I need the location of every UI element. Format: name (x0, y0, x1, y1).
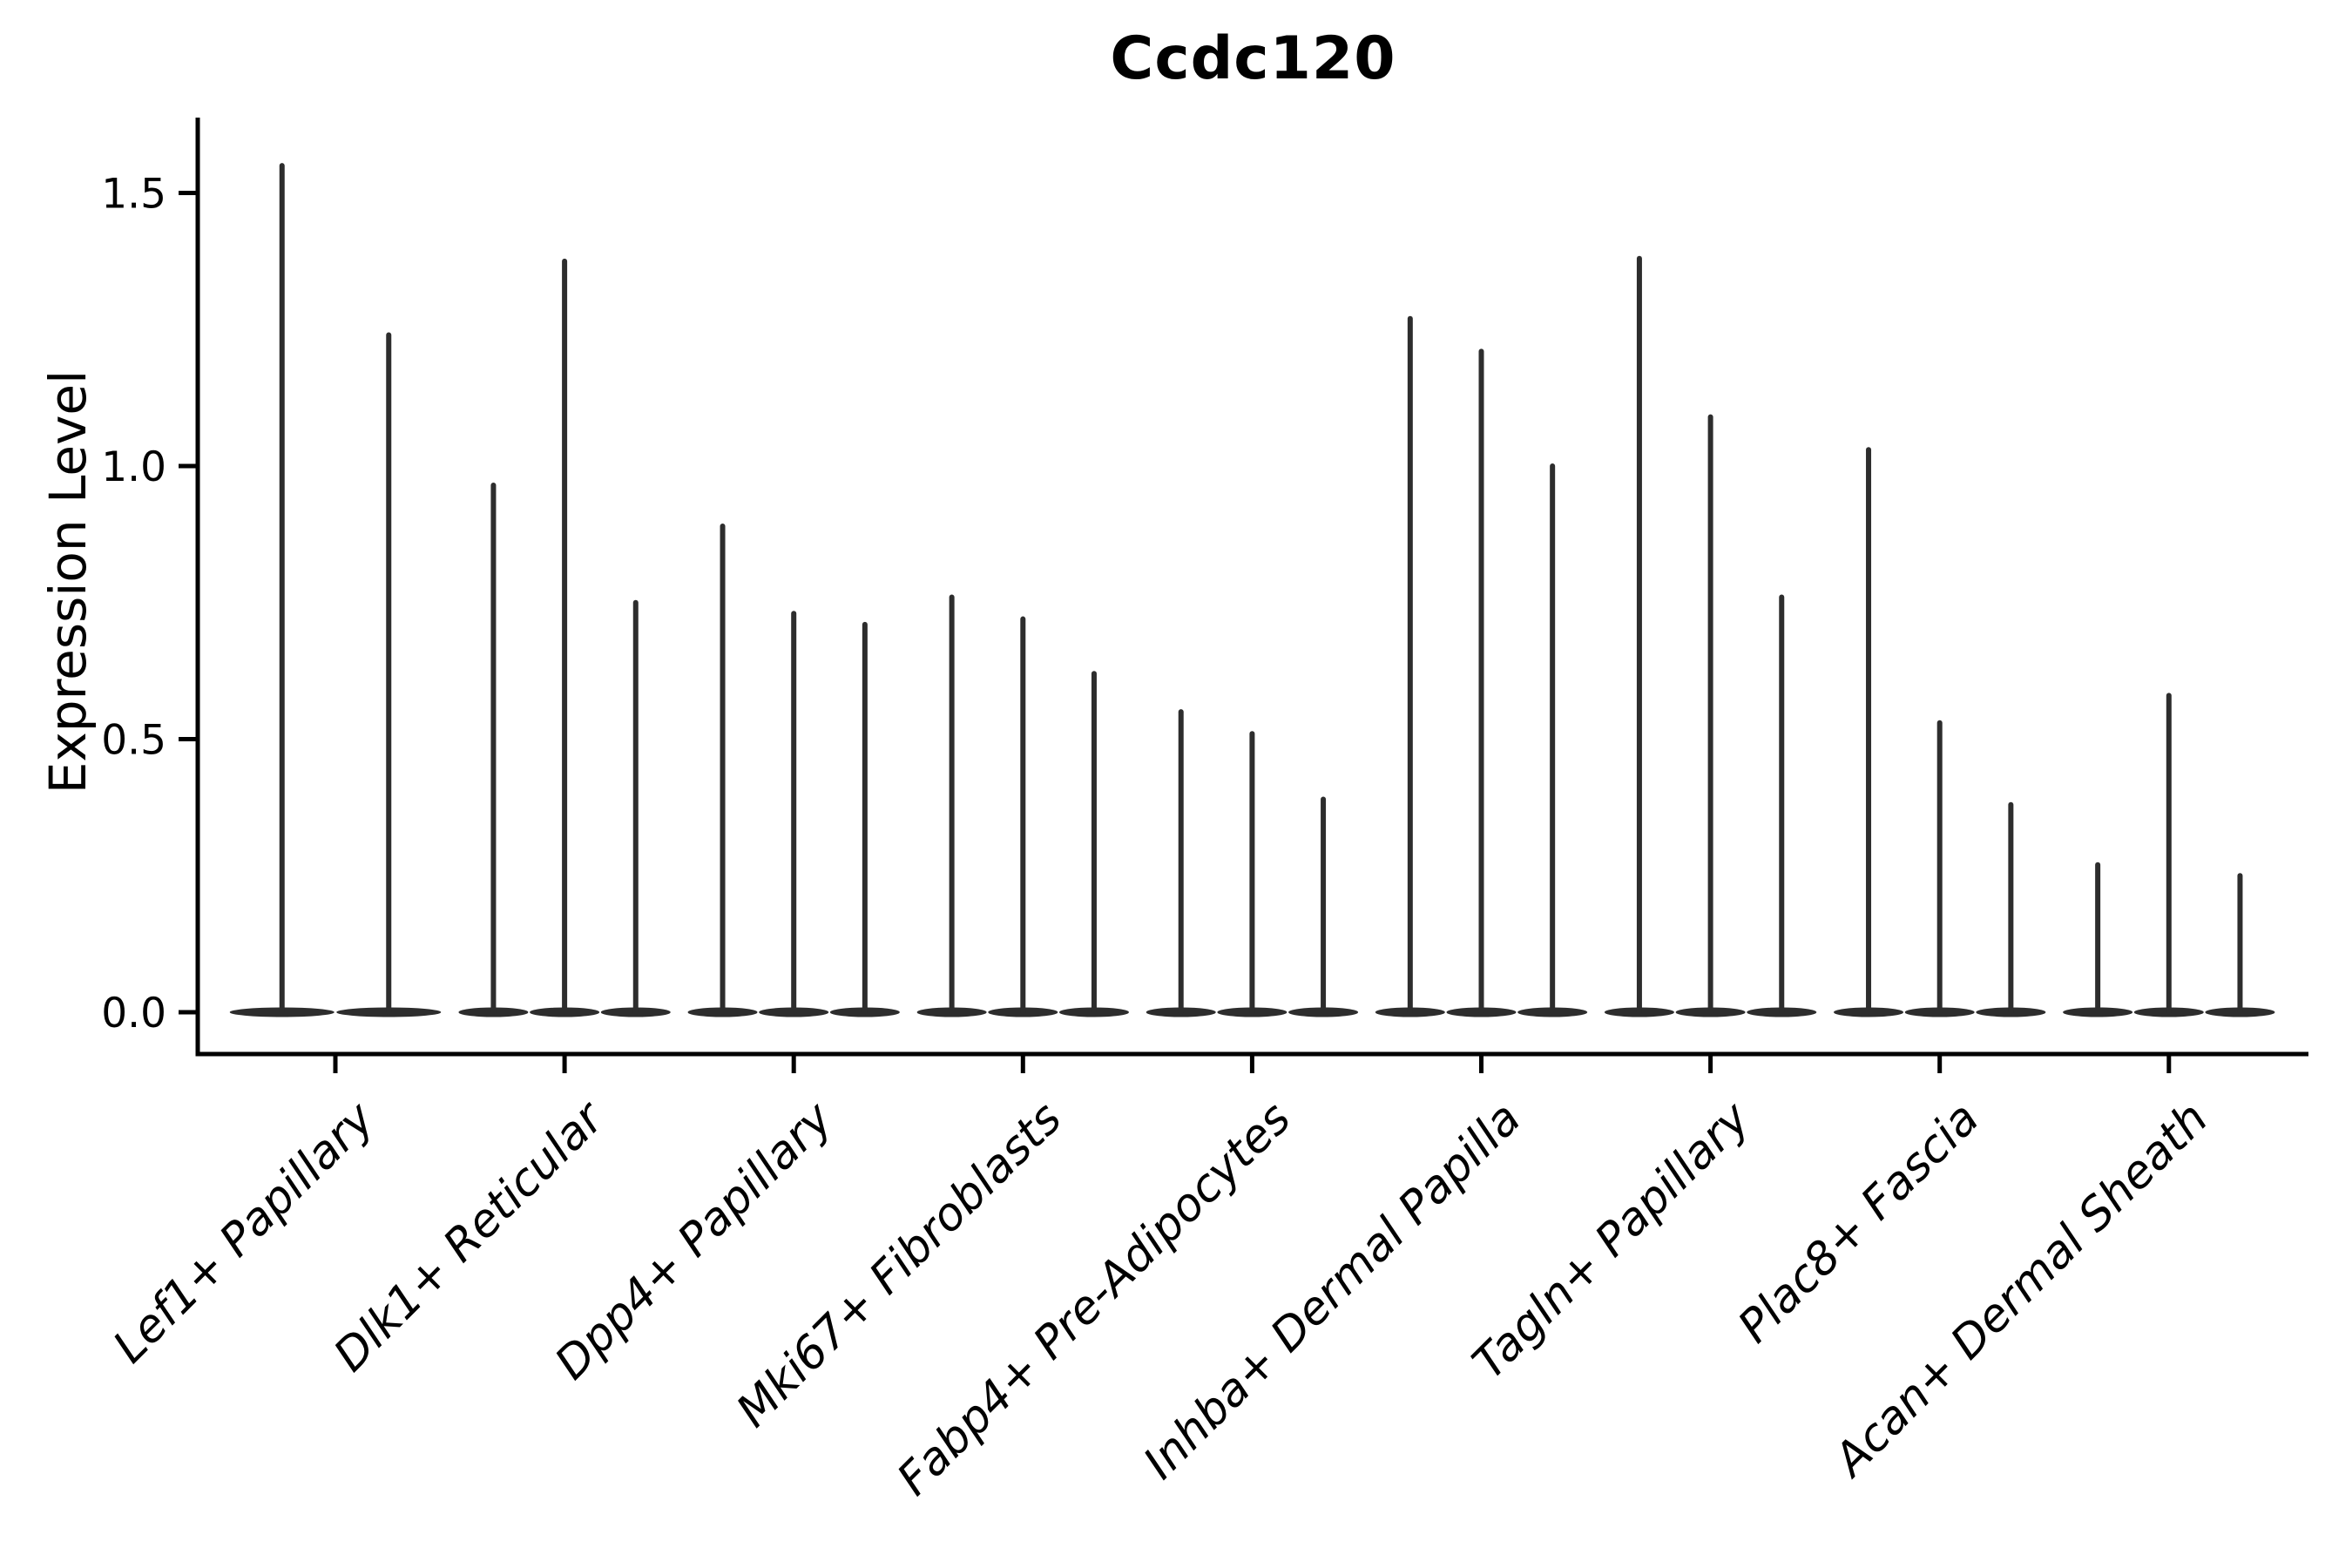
chart-title: Ccdc120 (1110, 24, 1396, 93)
x-category-label: Plac8+ Fascia (1727, 1092, 1990, 1354)
y-tick-label: 1.0 (101, 443, 166, 491)
x-category-label: Inhba+ Dermal Papilla (1133, 1092, 1531, 1490)
x-category-label: Fabp4+ Pre-Adipocytes (888, 1092, 1301, 1506)
y-tick-label: 0.0 (101, 990, 166, 1037)
y-tick-label: 1.5 (101, 171, 166, 219)
y-tick-label: 0.5 (101, 717, 166, 765)
x-category-label: Acan+ Dermal Sheath (1824, 1092, 2219, 1486)
